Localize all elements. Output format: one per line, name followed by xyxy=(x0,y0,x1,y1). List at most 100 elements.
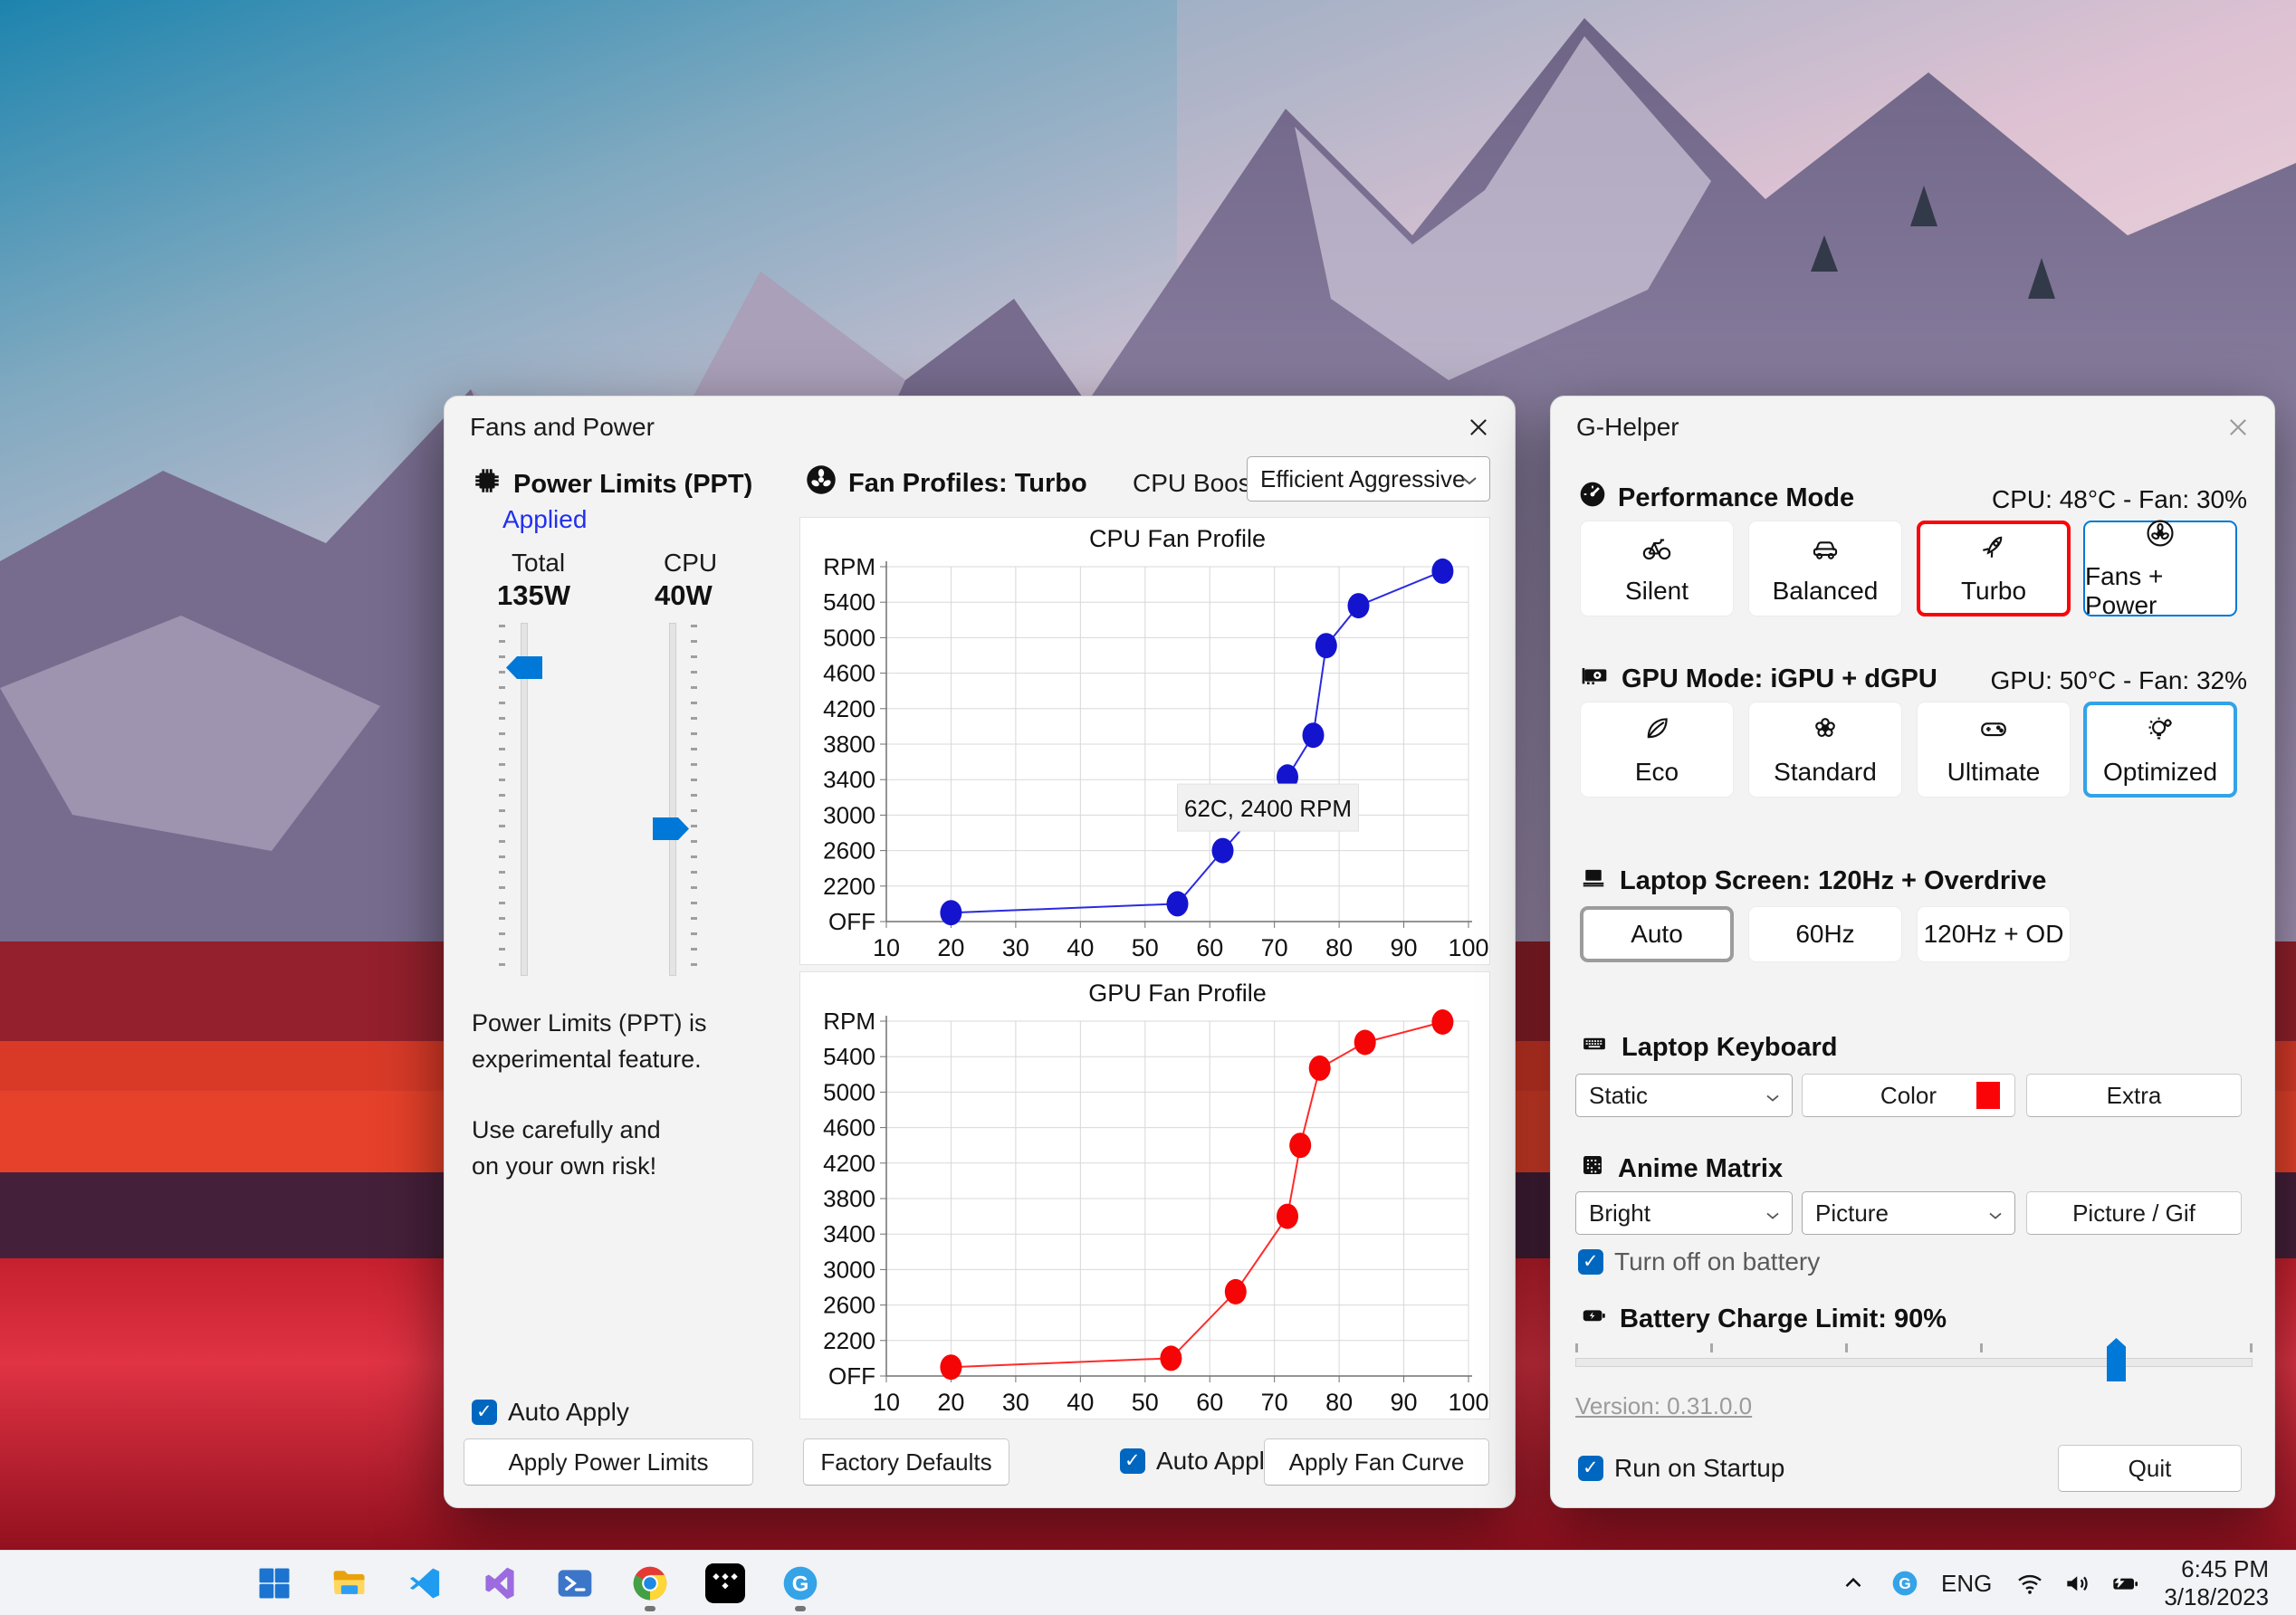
screen-60hz-button[interactable]: 60Hz xyxy=(1748,906,1902,962)
svg-text:90: 90 xyxy=(1391,934,1418,961)
cpu-slider-thumb[interactable] xyxy=(653,817,689,840)
battery-charging-icon[interactable] xyxy=(2109,1569,2140,1598)
svg-text:62C, 2400 RPM: 62C, 2400 RPM xyxy=(1184,795,1352,822)
svg-text:G: G xyxy=(1899,1574,1910,1592)
vs-code-icon[interactable] xyxy=(405,1563,445,1603)
power-auto-apply-row: Auto Apply xyxy=(472,1398,629,1427)
wifi-icon[interactable] xyxy=(2015,1569,2044,1598)
apply-power-limits-button[interactable]: Apply Power Limits xyxy=(464,1438,753,1486)
keyboard-mode-select[interactable]: Static xyxy=(1575,1074,1793,1117)
svg-text:GPU Fan Profile: GPU Fan Profile xyxy=(1088,980,1267,1007)
fan-auto-apply-row: Auto Apply xyxy=(1120,1447,1277,1476)
svg-text:30: 30 xyxy=(1002,934,1029,961)
cpu-fan-curve-chart[interactable]: CPU Fan Profile OFF 2200 2600 3000 3400 3800 42… xyxy=(799,517,1490,965)
screen-120hz-od-button[interactable]: 120Hz + OD xyxy=(1917,906,2071,962)
chevron-down-icon xyxy=(1765,1199,1781,1228)
cpu-temp-fan-status: CPU: 48°C - Fan: 30% xyxy=(1992,485,2247,513)
language-indicator[interactable]: ENG xyxy=(1940,1569,1993,1597)
gpu-ultimate-button[interactable]: Ultimate xyxy=(1917,702,2071,798)
matrix-picture-gif-button[interactable]: Picture / Gif xyxy=(2026,1191,2242,1235)
fan-auto-apply-checkbox[interactable] xyxy=(1120,1448,1145,1474)
keyboard-extra-button[interactable]: Extra xyxy=(2026,1074,2242,1117)
svg-text:20: 20 xyxy=(937,1389,964,1416)
battery-slider-track[interactable] xyxy=(1575,1358,2253,1367)
svg-text:3000: 3000 xyxy=(823,801,875,828)
running-indicator xyxy=(795,1606,806,1611)
car-icon xyxy=(1807,532,1843,569)
cpu-boost-label: CPU Boost xyxy=(1133,469,1258,497)
svg-text:4600: 4600 xyxy=(823,660,875,687)
gpu-optimized-button[interactable]: Optimized xyxy=(2083,702,2237,798)
matrix-battery-row: Turn off on battery xyxy=(1578,1247,1820,1276)
svg-text:5000: 5000 xyxy=(823,1078,875,1105)
laptop-keyboard-heading: Laptop Keyboard xyxy=(1578,1030,1837,1065)
performance-turbo-button[interactable]: Turbo xyxy=(1917,521,2071,616)
fans-and-power-window: Fans and Power Power Limits (PPT) Applie… xyxy=(444,396,1516,1508)
version-link[interactable]: Version: 0.31.0.0 xyxy=(1575,1392,1753,1419)
svg-text:2200: 2200 xyxy=(823,1327,875,1354)
quit-button[interactable]: Quit xyxy=(2058,1445,2242,1492)
windows-start-icon[interactable] xyxy=(254,1563,294,1603)
system-tray: G ENG 6:45 PM 3/18/2023 xyxy=(1840,1551,2296,1615)
tidal-icon[interactable] xyxy=(705,1563,745,1603)
matrix-running-select[interactable]: Picture xyxy=(1802,1191,2015,1235)
laptop-screen-heading: Laptop Screen: 120Hz + Overdrive xyxy=(1578,864,2046,898)
fan-outline-icon xyxy=(2144,518,2176,555)
svg-text:3400: 3400 xyxy=(823,1220,875,1247)
g-helper-window: G-Helper Performance Mode CPU: 48°C - Fa… xyxy=(1550,396,2275,1508)
fan-icon xyxy=(805,463,837,503)
flower-icon xyxy=(1809,713,1842,750)
screen-auto-button[interactable]: Auto xyxy=(1580,906,1734,962)
factory-defaults-button[interactable]: Factory Defaults xyxy=(803,1438,1009,1486)
power-limits-status: Applied xyxy=(502,505,588,533)
g-helper-tray-icon[interactable]: G xyxy=(1890,1569,1919,1598)
running-indicator xyxy=(645,1606,655,1611)
gauge-icon xyxy=(1578,480,1607,516)
run-on-startup-label: Run on Startup xyxy=(1614,1454,1785,1482)
window-title: G-Helper xyxy=(1576,413,1679,441)
svg-text:2600: 2600 xyxy=(823,1292,875,1319)
battery-slider-thumb[interactable] xyxy=(2107,1338,2126,1381)
run-on-startup-checkbox[interactable] xyxy=(1578,1456,1603,1481)
gpu-fan-curve-chart[interactable]: GPU Fan Profile OFF 2200 2600 3000 3400 3800 42… xyxy=(799,971,1490,1419)
power-auto-apply-checkbox[interactable] xyxy=(472,1400,497,1425)
keyboard-icon xyxy=(1578,1030,1611,1065)
chrome-icon[interactable] xyxy=(630,1563,670,1611)
g-helper-icon[interactable]: G xyxy=(780,1563,820,1611)
svg-text:70: 70 xyxy=(1261,1389,1288,1416)
performance-silent-button[interactable]: Silent xyxy=(1580,521,1734,616)
chevron-down-icon xyxy=(1987,1199,2004,1228)
visual-studio-icon[interactable] xyxy=(480,1563,520,1603)
file-explorer-icon[interactable] xyxy=(330,1563,369,1603)
matrix-brightness-select[interactable]: Bright xyxy=(1575,1191,1793,1235)
cpu-slider-track[interactable] xyxy=(669,623,676,976)
svg-text:RPM: RPM xyxy=(823,1008,875,1035)
gpu-eco-button[interactable]: Eco xyxy=(1580,702,1734,798)
close-icon[interactable] xyxy=(2222,411,2254,444)
performance-mode-heading: Performance Mode xyxy=(1578,480,1854,516)
svg-text:60: 60 xyxy=(1196,934,1223,961)
apply-fan-curve-button[interactable]: Apply Fan Curve xyxy=(1264,1438,1489,1486)
total-slider-thumb[interactable] xyxy=(506,656,542,679)
cpu-boost-select[interactable]: Efficient Aggressive xyxy=(1247,456,1490,502)
chevron-up-icon[interactable] xyxy=(1840,1570,1867,1597)
performance-fans-power-button[interactable]: Fans + Power xyxy=(2083,518,2237,619)
svg-text:40: 40 xyxy=(1067,1389,1094,1416)
matrix-icon xyxy=(1578,1152,1607,1186)
total-watts-value: 135W xyxy=(497,579,570,611)
gpu-standard-button[interactable]: Standard xyxy=(1748,702,1902,798)
svg-text:5400: 5400 xyxy=(823,588,875,616)
powershell-icon[interactable] xyxy=(555,1563,595,1603)
battery-slider-ticks xyxy=(1575,1343,2253,1352)
close-icon[interactable] xyxy=(1462,411,1495,444)
turn-off-on-battery-checkbox[interactable] xyxy=(1578,1249,1603,1275)
volume-icon[interactable] xyxy=(2062,1569,2091,1598)
anime-matrix-heading: Anime Matrix xyxy=(1578,1152,1783,1186)
svg-text:30: 30 xyxy=(1002,1389,1029,1416)
total-slider-track[interactable] xyxy=(521,623,528,976)
performance-balanced-button[interactable]: Balanced xyxy=(1748,521,1902,616)
keyboard-color-button[interactable]: Color xyxy=(1802,1074,2015,1117)
clock[interactable]: 6:45 PM 3/18/2023 xyxy=(2164,1555,2269,1611)
gpu-temp-fan-status: GPU: 50°C - Fan: 32% xyxy=(1990,666,2247,694)
svg-text:100: 100 xyxy=(1448,934,1488,961)
